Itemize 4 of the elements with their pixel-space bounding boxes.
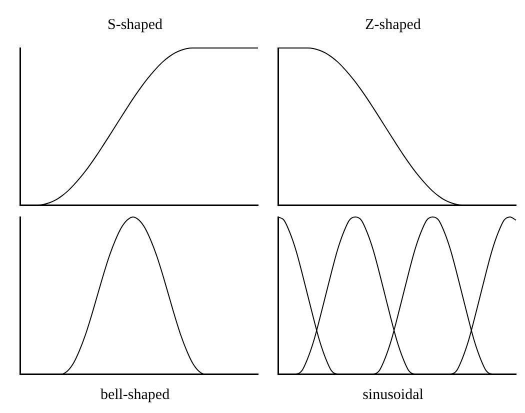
text: sinusoidal — [362, 386, 424, 403]
chart-title: Z-shaped — [365, 16, 422, 33]
chart-title: S-shaped — [108, 16, 163, 33]
text: bell-shaped — [100, 386, 170, 403]
